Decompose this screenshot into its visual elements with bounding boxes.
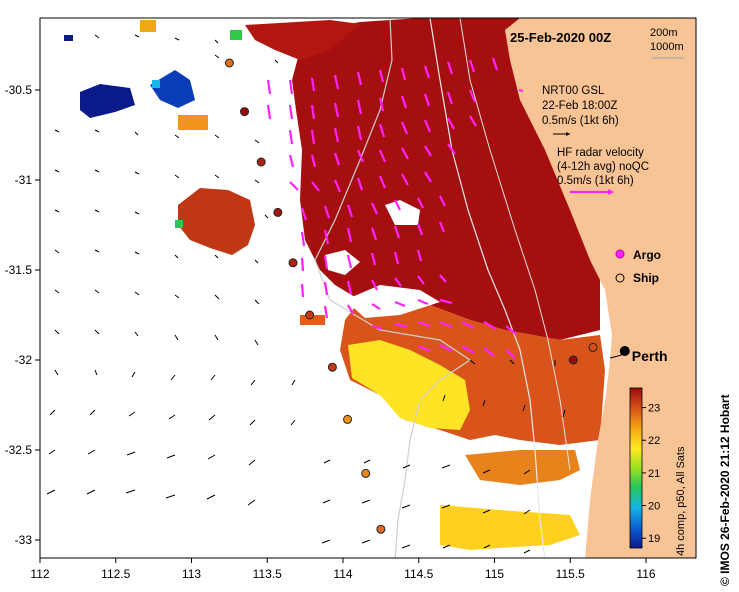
sst-cold-patch bbox=[80, 84, 135, 118]
ship-station-marker bbox=[305, 310, 315, 320]
colorbar-tick-label: 23 bbox=[648, 403, 660, 415]
colorbar-ticks: 19 20 21 22 23 bbox=[642, 403, 660, 545]
ship-station-marker bbox=[361, 468, 371, 478]
x-tick-label: 112 bbox=[30, 567, 49, 581]
ship-station-marker bbox=[376, 524, 386, 534]
ship-station-marker bbox=[240, 107, 250, 117]
map-title: 25-Feb-2020 00Z bbox=[510, 30, 611, 45]
land-mass bbox=[505, 18, 696, 558]
y-tick-label: -32 bbox=[15, 353, 33, 367]
sst-orange-pixel-3 bbox=[300, 315, 325, 325]
colorbar-tick-label: 22 bbox=[648, 435, 660, 447]
x-tick-label: 114.5 bbox=[404, 567, 433, 581]
ship-legend-symbol bbox=[615, 273, 625, 283]
colorbar-tick-label: 19 bbox=[648, 533, 660, 545]
ship-legend-label: Ship bbox=[633, 271, 659, 285]
perth-label: Perth bbox=[632, 348, 668, 364]
argo-legend-symbol bbox=[615, 249, 625, 259]
y-axis: -30.5 -31 -31.5 -32 -32.5 -33 bbox=[5, 83, 40, 547]
sst-yellow-field bbox=[348, 340, 470, 430]
sst-warm-field-north bbox=[245, 20, 360, 60]
y-tick-label: -32.5 bbox=[5, 443, 33, 457]
isobath-1000m bbox=[314, 18, 472, 558]
sst-green-pixel-1 bbox=[230, 30, 242, 40]
x-axis: 112 112.5 113 113.5 114 114.5 115 115.5 116 bbox=[30, 558, 656, 581]
gsl-vectors bbox=[46, 34, 566, 554]
isobath-200m bbox=[429, 18, 546, 558]
colorbar-label: 4h comp, p50, All Sats bbox=[675, 446, 687, 556]
x-tick-label: 116 bbox=[636, 567, 655, 581]
depth-legend-200m: 200m bbox=[650, 27, 678, 39]
ship-station-marker bbox=[256, 157, 266, 167]
sst-green-pixel-2 bbox=[175, 220, 183, 228]
y-tick-label: -31.5 bbox=[5, 263, 33, 277]
x-tick-label: 115.5 bbox=[556, 567, 585, 581]
coast-road bbox=[609, 353, 625, 359]
ship-station-marker bbox=[343, 414, 353, 424]
hf-radar-vectors bbox=[266, 57, 517, 359]
x-tick-label: 115 bbox=[485, 567, 504, 581]
perth-marker bbox=[619, 346, 630, 356]
depth-legend-1000m: 1000m bbox=[650, 41, 684, 53]
ship-station-marker bbox=[568, 355, 578, 365]
gsl-legend-tick bbox=[518, 89, 524, 92]
ship-station-marker bbox=[224, 58, 234, 68]
ship-stations bbox=[224, 58, 598, 534]
hf-legend-arrowhead bbox=[608, 189, 614, 195]
sst-south-orange bbox=[465, 450, 580, 485]
hf-legend-line2: (4-12h avg) noQC bbox=[557, 161, 649, 173]
sst-cyan-pixel bbox=[152, 80, 160, 88]
sst-orange-pixel-1 bbox=[140, 20, 156, 32]
colorbar bbox=[629, 387, 643, 549]
gsl-legend-line1: NRT00 GSL bbox=[542, 85, 605, 97]
cloud-gap-2 bbox=[325, 250, 360, 275]
sst-cold-patch-2 bbox=[150, 70, 195, 108]
gsl-legend-line2: 22-Feb 18:00Z bbox=[542, 100, 617, 112]
colorbar-tick-label: 20 bbox=[648, 501, 660, 513]
x-tick-label: 112.5 bbox=[101, 567, 130, 581]
gsl-legend-line3: 0.5m/s (1kt 6h) bbox=[542, 115, 619, 127]
y-tick-label: -30.5 bbox=[5, 83, 33, 97]
x-tick-label: 113.5 bbox=[253, 567, 282, 581]
sst-blue-pixel bbox=[64, 35, 73, 41]
cloud-gap-3 bbox=[345, 285, 440, 318]
sst-warm-patch-west bbox=[178, 188, 255, 255]
y-tick-label: -33 bbox=[15, 533, 33, 547]
cloud-gap-1 bbox=[385, 200, 420, 225]
x-tick-label: 113 bbox=[182, 567, 201, 581]
ship-station-marker bbox=[588, 342, 598, 352]
plot-frame bbox=[39, 17, 697, 559]
hf-legend-line3: 0.5m/s (1kt 6h) bbox=[557, 175, 634, 187]
sst-orange-pixel-2 bbox=[178, 115, 208, 130]
colorbar-tick-label: 21 bbox=[648, 468, 660, 480]
hf-legend-line1: HF radar velocity bbox=[557, 147, 644, 159]
argo-legend-label: Argo bbox=[633, 248, 661, 262]
ship-station-marker bbox=[273, 207, 283, 217]
y-tick-label: -31 bbox=[15, 173, 33, 187]
isobath-inner bbox=[459, 18, 571, 471]
sst-yellow-south bbox=[440, 505, 580, 550]
ship-station-marker bbox=[327, 362, 337, 372]
ship-station-marker bbox=[288, 258, 298, 268]
credit-text: © IMOS 26-Feb-2020 21:12 Hobart bbox=[718, 394, 732, 586]
gsl-legend-arrowhead bbox=[566, 132, 570, 136]
x-tick-label: 114 bbox=[333, 567, 352, 581]
